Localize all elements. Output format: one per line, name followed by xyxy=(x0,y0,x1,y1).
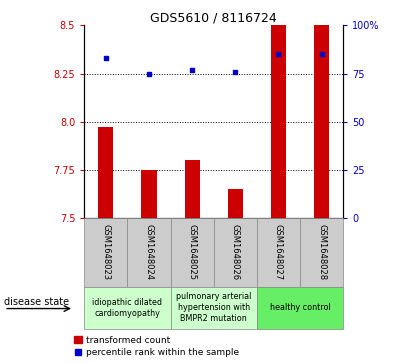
Bar xyxy=(257,287,343,329)
Bar xyxy=(271,25,286,218)
Bar xyxy=(84,287,171,329)
Bar xyxy=(214,218,257,287)
Bar xyxy=(141,170,157,218)
Bar xyxy=(98,127,113,218)
Title: GDS5610 / 8116724: GDS5610 / 8116724 xyxy=(150,11,277,24)
Text: idiopathic dilated
cardiomyopathy: idiopathic dilated cardiomyopathy xyxy=(92,298,162,318)
Text: pulmonary arterial
hypertension with
BMPR2 mutation: pulmonary arterial hypertension with BMP… xyxy=(176,292,252,323)
Point xyxy=(275,51,282,57)
Text: GSM1648024: GSM1648024 xyxy=(145,224,153,280)
Bar xyxy=(127,218,171,287)
Point xyxy=(103,55,109,61)
Bar xyxy=(171,218,214,287)
Legend: transformed count, percentile rank within the sample: transformed count, percentile rank withi… xyxy=(74,336,239,357)
Bar xyxy=(314,25,329,218)
Point xyxy=(319,51,325,57)
Text: disease state: disease state xyxy=(4,297,69,307)
Text: GSM1648026: GSM1648026 xyxy=(231,224,240,280)
Point xyxy=(189,67,196,73)
Bar xyxy=(257,218,300,287)
Bar xyxy=(300,218,343,287)
Bar xyxy=(185,160,200,218)
Bar xyxy=(228,189,243,218)
Point xyxy=(232,69,238,74)
Text: GSM1648025: GSM1648025 xyxy=(188,224,196,280)
Bar xyxy=(171,287,257,329)
Text: GSM1648023: GSM1648023 xyxy=(102,224,110,280)
Bar xyxy=(84,218,127,287)
Text: healthy control: healthy control xyxy=(270,303,330,312)
Text: GSM1648027: GSM1648027 xyxy=(274,224,283,280)
Point xyxy=(145,70,152,76)
Text: GSM1648028: GSM1648028 xyxy=(317,224,326,280)
